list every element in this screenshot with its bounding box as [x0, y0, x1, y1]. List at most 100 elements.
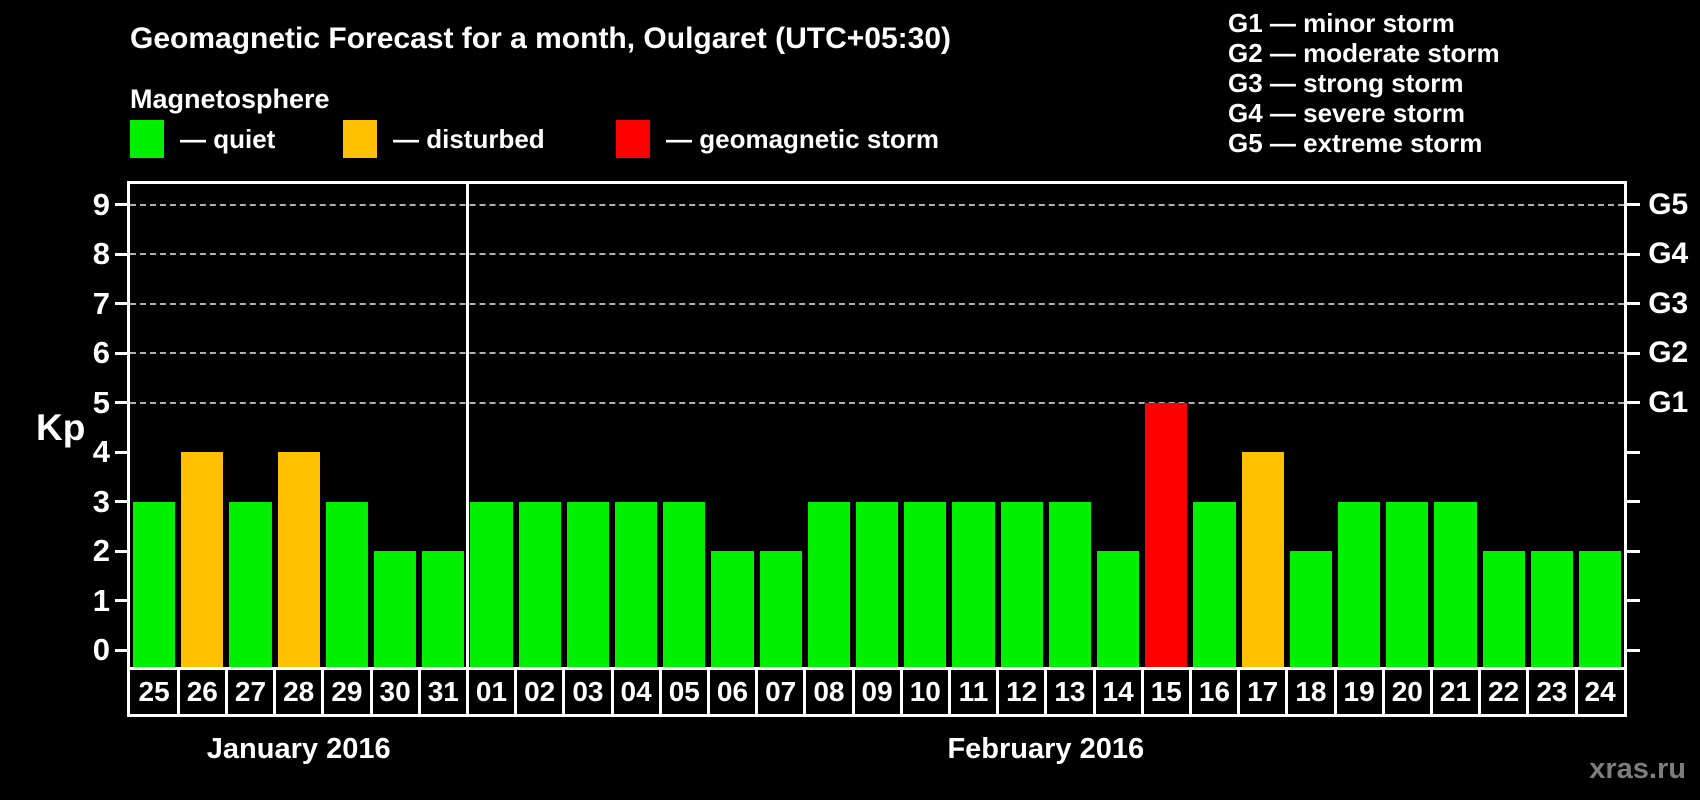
kp-bar-day-06 [711, 551, 754, 668]
month-separator-line [465, 184, 469, 668]
day-label-15: 15 [1150, 676, 1182, 707]
y-tick-left-0 [115, 648, 130, 652]
day-box-divider [321, 670, 325, 714]
day-label-05: 05 [668, 676, 700, 707]
gridline-kp6 [130, 352, 1625, 354]
g-legend-line-5: G5 — extreme storm [1228, 128, 1483, 158]
day-box-divider [1574, 670, 1578, 714]
day-box-divider [176, 670, 180, 714]
y-tick-right-1 [1627, 599, 1641, 602]
gridline-kp9 [130, 203, 1625, 206]
kp-bar-day-30 [374, 551, 417, 668]
day-label-27: 27 [234, 676, 267, 707]
day-axis-row: 25 26 27 28 29 30 31 01 02 03 04 05 06 07 08 09 10 11 12 13… [127, 667, 1627, 717]
g-level-label-g2: G2 [1648, 336, 1689, 369]
kp-bar-day-27 [229, 501, 272, 668]
day-box-divider [1478, 670, 1482, 714]
y-tick-label-0: 0 [92, 632, 110, 667]
day-box-divider [417, 670, 421, 714]
y-tick-left-5 [115, 401, 130, 404]
kp-bar-day-04 [615, 501, 658, 668]
y-tick-left-1 [115, 599, 130, 602]
kp-bar-day-02 [518, 501, 561, 668]
y-tick-left-7 [115, 302, 130, 305]
y-tick-label-9: 9 [92, 186, 110, 222]
day-box-divider [803, 670, 807, 714]
day-label-10: 10 [909, 676, 941, 707]
day-label-21: 21 [1439, 676, 1472, 707]
day-box-divider [1237, 670, 1241, 714]
g-legend-line-4: G4 — severe storm [1228, 98, 1466, 128]
y-tick-left-6 [115, 351, 130, 355]
kp-bar-day-13 [1048, 501, 1091, 668]
day-label-19: 19 [1343, 676, 1375, 707]
y-tick-left-3 [115, 500, 130, 503]
storm-swatch-icon [616, 120, 650, 158]
day-box-divider [1092, 670, 1096, 714]
kp-bar-day-16 [1193, 501, 1236, 668]
y-tick-right-2 [1627, 549, 1641, 553]
g-level-label-g4: G4 [1648, 237, 1689, 270]
day-box-divider [947, 670, 951, 714]
kp-bar-day-11 [952, 501, 995, 668]
disturbed-swatch-icon [343, 120, 377, 158]
day-box-divider [755, 670, 759, 714]
kp-bar-day-17 [1241, 452, 1284, 668]
day-box-divider [514, 670, 518, 714]
day-label-17: 17 [1247, 676, 1279, 707]
day-label-20: 20 [1391, 676, 1423, 707]
kp-bar-day-15 [1145, 402, 1188, 668]
gridline-kp8 [130, 253, 1625, 255]
g-level-label-g1: G1 [1648, 385, 1689, 419]
magnetosphere-subtitle: Magnetosphere [130, 84, 330, 114]
day-box-divider [224, 670, 228, 714]
legend-item-storm: — geomagnetic storm [616, 120, 939, 158]
g-level-label-g5: G5 [1648, 187, 1689, 221]
day-box-divider [1381, 670, 1385, 714]
day-label-08: 08 [813, 676, 845, 707]
kp-bar-day-05 [663, 501, 706, 668]
g-scale-legend: G1 — minor storm G2 — moderate storm G3 — … [1228, 8, 1500, 158]
kp-bar-day-29 [325, 501, 368, 668]
legend-item-disturbed: — disturbed [343, 120, 545, 158]
y-tick-label-2: 2 [92, 533, 110, 568]
kp-bar-day-10 [904, 501, 947, 668]
legend-item-quiet: — quiet [130, 120, 275, 158]
kp-bar-day-08 [807, 501, 850, 668]
day-box-divider [1044, 670, 1048, 714]
plot-area-border [127, 181, 1627, 668]
y-tick-left-8 [115, 252, 130, 256]
day-label-26: 26 [186, 676, 218, 707]
kp-bar-day-19 [1338, 501, 1381, 668]
gridline-kp5 [130, 401, 1625, 404]
y-tick-label-8: 8 [92, 236, 110, 271]
day-box-divider [706, 670, 710, 714]
g-level-label-g3: G3 [1648, 286, 1689, 320]
day-box-divider [610, 670, 614, 714]
day-box-divider [1188, 670, 1192, 714]
gridline-kp7 [130, 302, 1625, 305]
day-box-divider [369, 670, 373, 714]
day-box-divider [658, 670, 662, 714]
day-label-23: 23 [1536, 676, 1568, 707]
legend-label: — geomagnetic storm [666, 123, 940, 154]
day-box-divider [899, 670, 903, 714]
g-legend-line-2: G2 — moderate storm [1228, 38, 1500, 68]
day-label-02: 02 [524, 676, 556, 707]
day-label-22: 22 [1488, 676, 1520, 707]
day-label-06: 06 [716, 676, 749, 707]
day-label-25: 25 [138, 676, 170, 707]
page-title: Geomagnetic Forecast for a month, Oulgar… [130, 22, 952, 55]
day-label-29: 29 [331, 676, 363, 707]
y-tick-right-7 [1627, 302, 1641, 305]
y-tick-right-6 [1627, 351, 1641, 355]
day-box-divider [1526, 670, 1530, 714]
y-tick-label-7: 7 [92, 285, 110, 321]
g-legend-line-3: G3 — strong storm [1228, 68, 1464, 98]
day-box-divider [465, 670, 469, 714]
quiet-swatch-icon [130, 120, 164, 158]
kp-bar-day-31 [422, 551, 465, 668]
y-tick-right-3 [1627, 500, 1641, 503]
y-tick-label-5: 5 [92, 384, 110, 420]
